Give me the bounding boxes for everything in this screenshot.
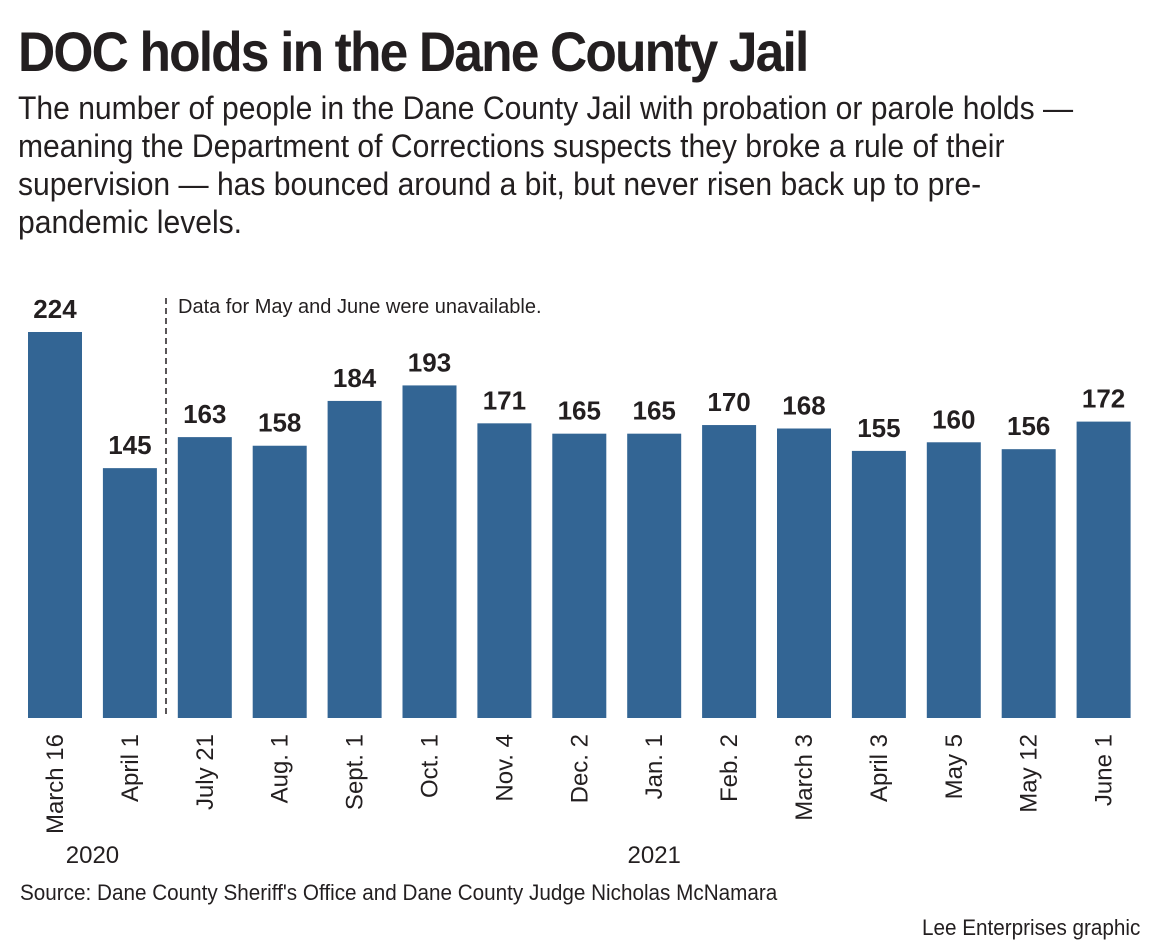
category-label: April 1 — [117, 734, 144, 802]
value-label: 171 — [483, 385, 526, 415]
value-label: 170 — [707, 387, 750, 417]
bar-group — [28, 332, 1131, 718]
value-label: 193 — [408, 347, 451, 377]
bar — [327, 400, 382, 718]
bar — [402, 385, 457, 718]
value-label: 163 — [183, 399, 226, 429]
category-label-group: March 16 April 1 July 21 Aug. 1 Sept. 1 Oct. … — [42, 734, 1118, 834]
category-label: Dec. 2 — [566, 734, 593, 803]
category-label: April 3 — [866, 734, 893, 802]
bar — [926, 442, 981, 718]
category-label: Sept. 1 — [342, 734, 369, 810]
unavailable-data-note: Data for May and June were unavailable. — [178, 296, 542, 318]
value-label: 145 — [108, 430, 151, 460]
value-label: 168 — [782, 391, 825, 421]
bar — [552, 433, 607, 718]
bar — [851, 450, 906, 718]
value-label: 165 — [558, 396, 601, 426]
category-label: May 12 — [1016, 734, 1043, 813]
value-label: 158 — [258, 408, 301, 438]
value-label: 155 — [857, 413, 900, 443]
value-label: 165 — [633, 396, 676, 426]
category-label: March 3 — [791, 734, 818, 821]
chart-title: DOC holds in the Dane County Jail — [18, 20, 809, 83]
bar — [1001, 449, 1056, 718]
graphic-credit: Lee Enterprises graphic — [921, 915, 1140, 940]
source-note: Source: Dane County Sheriff's Office and… — [20, 880, 778, 905]
bar — [177, 437, 232, 718]
bar — [777, 428, 831, 718]
bar — [702, 425, 757, 718]
value-label: 160 — [932, 404, 975, 434]
bar — [252, 445, 307, 718]
value-label-group: 224 145 163 158 184 193 171 165 165 170 168 155 160 1… — [33, 294, 1125, 460]
category-label: June 1 — [1091, 734, 1118, 806]
value-label: 172 — [1082, 384, 1125, 414]
value-label: 224 — [33, 294, 77, 324]
value-label: 184 — [333, 363, 377, 393]
category-label: July 21 — [192, 734, 219, 810]
category-label: Nov. 4 — [491, 734, 518, 802]
bar — [627, 433, 682, 718]
category-label: Jan. 1 — [641, 734, 668, 799]
year-label: 2021 — [628, 842, 681, 869]
category-label: Feb. 2 — [716, 734, 743, 802]
chart-subtitle: The number of people in the Dane County … — [18, 90, 1074, 240]
bar — [1076, 421, 1131, 718]
year-label: 2020 — [66, 842, 119, 869]
year-label-group: 2020 2021 — [66, 842, 681, 869]
bar — [28, 332, 82, 718]
category-label: Oct. 1 — [417, 734, 444, 798]
value-label: 156 — [1007, 411, 1050, 441]
category-label: May 5 — [941, 734, 968, 799]
bar — [477, 423, 532, 718]
bar — [102, 468, 157, 718]
category-label: Aug. 1 — [267, 734, 294, 803]
category-label: March 16 — [42, 734, 69, 834]
